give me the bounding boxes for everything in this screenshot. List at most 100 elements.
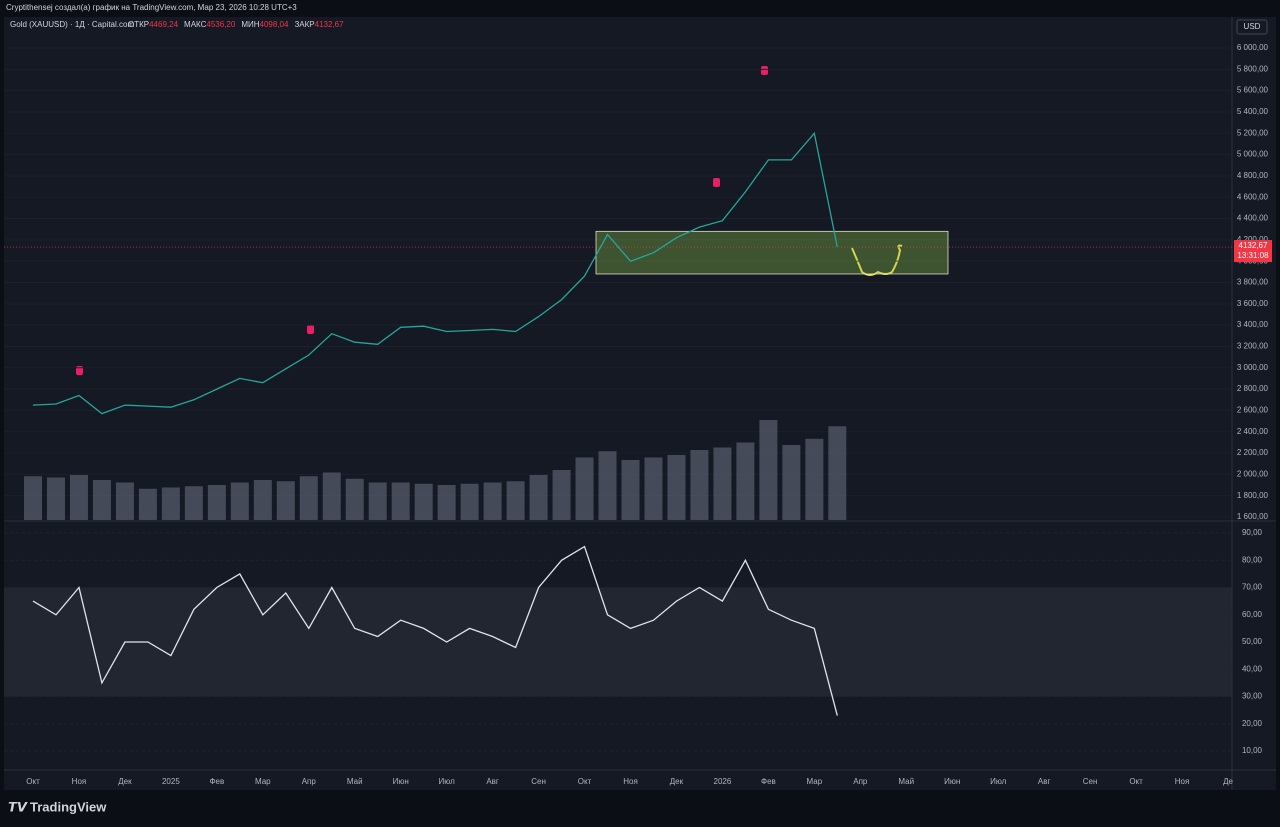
x-tick-label: Май	[898, 777, 914, 786]
y-tick-label: 4 200,00	[1237, 235, 1269, 244]
y-tick-label: 4 400,00	[1237, 214, 1269, 223]
y-tick-label: 2 600,00	[1237, 406, 1269, 415]
volume-bar	[828, 426, 847, 520]
volume-bar	[92, 480, 111, 520]
x-tick-label: Ноя	[72, 777, 87, 786]
volume-bar	[437, 485, 456, 520]
volume-bar	[69, 475, 88, 520]
y2-tick-label: 90,00	[1242, 528, 1263, 537]
rsi-line	[32, 545, 838, 716]
y-tick-label: 1 800,00	[1237, 491, 1269, 500]
x-tick-label: Мар	[255, 777, 271, 786]
ohlc-name: ОТКР	[128, 20, 149, 29]
volume-bar	[690, 450, 709, 520]
volume-bar	[552, 470, 571, 520]
x-tick-label: Сен	[1083, 777, 1098, 786]
y2-tick-label: 40,00	[1242, 664, 1263, 673]
x-tick-label: Июл	[990, 777, 1007, 786]
x-tick-label: Мар	[807, 777, 823, 786]
volume-bar	[414, 483, 433, 520]
x-tick-label: Окт	[1129, 777, 1143, 786]
x-tick-label: Сен	[531, 777, 546, 786]
ohlc-legend: ОТКР 4469,24 МАКС 4536,20 МИН 4098,04 ЗАКР 4132…	[128, 20, 344, 29]
volume-bar	[46, 477, 65, 520]
ohlc-value: 4469,24	[149, 20, 178, 29]
volume-bar	[276, 481, 295, 520]
volume-bar	[345, 478, 364, 520]
y-tick-label: 5 200,00	[1237, 128, 1269, 137]
x-tick-label: Авг	[486, 777, 499, 786]
ohlc-value: 4098,04	[260, 20, 289, 29]
last-price-label: 4132,67	[1239, 241, 1268, 250]
volume-bar	[575, 457, 594, 520]
volume-bar	[253, 480, 272, 520]
x-tick-label: Июл	[439, 777, 456, 786]
y-tick-label: 5 400,00	[1237, 107, 1269, 116]
x-tick-label: Фев	[209, 777, 224, 786]
ohlc-name: МИН	[241, 20, 259, 29]
brand: 𝙏𝙑 TradingView	[8, 799, 107, 814]
y2-tick-label: 30,00	[1242, 692, 1263, 701]
volume-bar	[759, 420, 778, 520]
volume-bar	[299, 476, 318, 520]
x-tick-label: Авг	[1038, 777, 1051, 786]
y2-tick-label: 70,00	[1242, 583, 1263, 592]
timer-label: 13:31:08	[1237, 251, 1269, 260]
y2-tick-label: 50,00	[1242, 637, 1263, 646]
svg-text:𝙏𝙑: 𝙏𝙑	[8, 799, 28, 814]
x-tick-label: Дек	[118, 777, 132, 786]
volume-bar	[322, 472, 341, 520]
currency-button[interactable]	[1236, 19, 1268, 35]
x-tick-label: Апр	[302, 777, 317, 786]
volume-bar	[805, 438, 824, 520]
volume-bar	[368, 482, 387, 520]
x-tick-label: Де	[1223, 777, 1233, 786]
y-tick-label: 4 600,00	[1237, 192, 1269, 201]
volume-bar	[782, 445, 801, 520]
x-tick-label: Фев	[761, 777, 776, 786]
volume-bar	[161, 487, 180, 520]
volume-bar	[207, 485, 226, 520]
y-tick-label: 3 600,00	[1237, 299, 1269, 308]
volume-bar	[24, 476, 42, 520]
volume-bar	[529, 475, 548, 520]
y-tick-label: 2 800,00	[1237, 384, 1269, 393]
x-tick-label: Дек	[670, 777, 684, 786]
volume-bar	[460, 483, 479, 520]
volume-bar	[667, 455, 686, 520]
x-tick-label: Июн	[944, 777, 960, 786]
symbol-label: Gold (XAUUSD) · 1Д · Capital.com	[10, 20, 134, 29]
volume-bar	[621, 460, 640, 520]
x-tick-label: Май	[347, 777, 363, 786]
y-tick-label: 3 000,00	[1237, 363, 1269, 372]
currency-label[interactable]: USD	[1244, 22, 1261, 31]
y-tick-label: 2 000,00	[1237, 469, 1269, 478]
y2-tick-label: 20,00	[1242, 719, 1263, 728]
x-tick-label: Окт	[26, 777, 40, 786]
volume-bar	[598, 451, 617, 520]
y-tick-label: 6 000,00	[1237, 43, 1269, 52]
x-tick-label: Июн	[393, 777, 409, 786]
volume-bar	[736, 442, 755, 520]
x-tick-label: Окт	[578, 777, 592, 786]
volume-bar	[391, 482, 410, 520]
y-tick-label: 1 600,00	[1237, 512, 1269, 521]
volume-bar	[506, 481, 525, 520]
y2-tick-label: 80,00	[1242, 555, 1263, 564]
volume-bar	[138, 488, 157, 520]
y-tick-label: 4 800,00	[1237, 171, 1269, 180]
volume-bar	[230, 482, 249, 520]
ohlc-value: 4132,67	[315, 20, 344, 29]
ohlc-value: 4536,20	[206, 20, 235, 29]
x-tick-label: 2025	[162, 777, 180, 786]
y-tick-label: 3 400,00	[1237, 320, 1269, 329]
y-tick-label: 5 000,00	[1237, 150, 1269, 159]
volume-bar	[483, 482, 502, 520]
y-tick-label: 5 600,00	[1237, 86, 1269, 95]
y-tick-label: 3 200,00	[1237, 342, 1269, 351]
y-tick-label: 3 800,00	[1237, 278, 1269, 287]
y2-tick-label: 10,00	[1242, 746, 1263, 755]
volume-bar	[713, 447, 732, 520]
